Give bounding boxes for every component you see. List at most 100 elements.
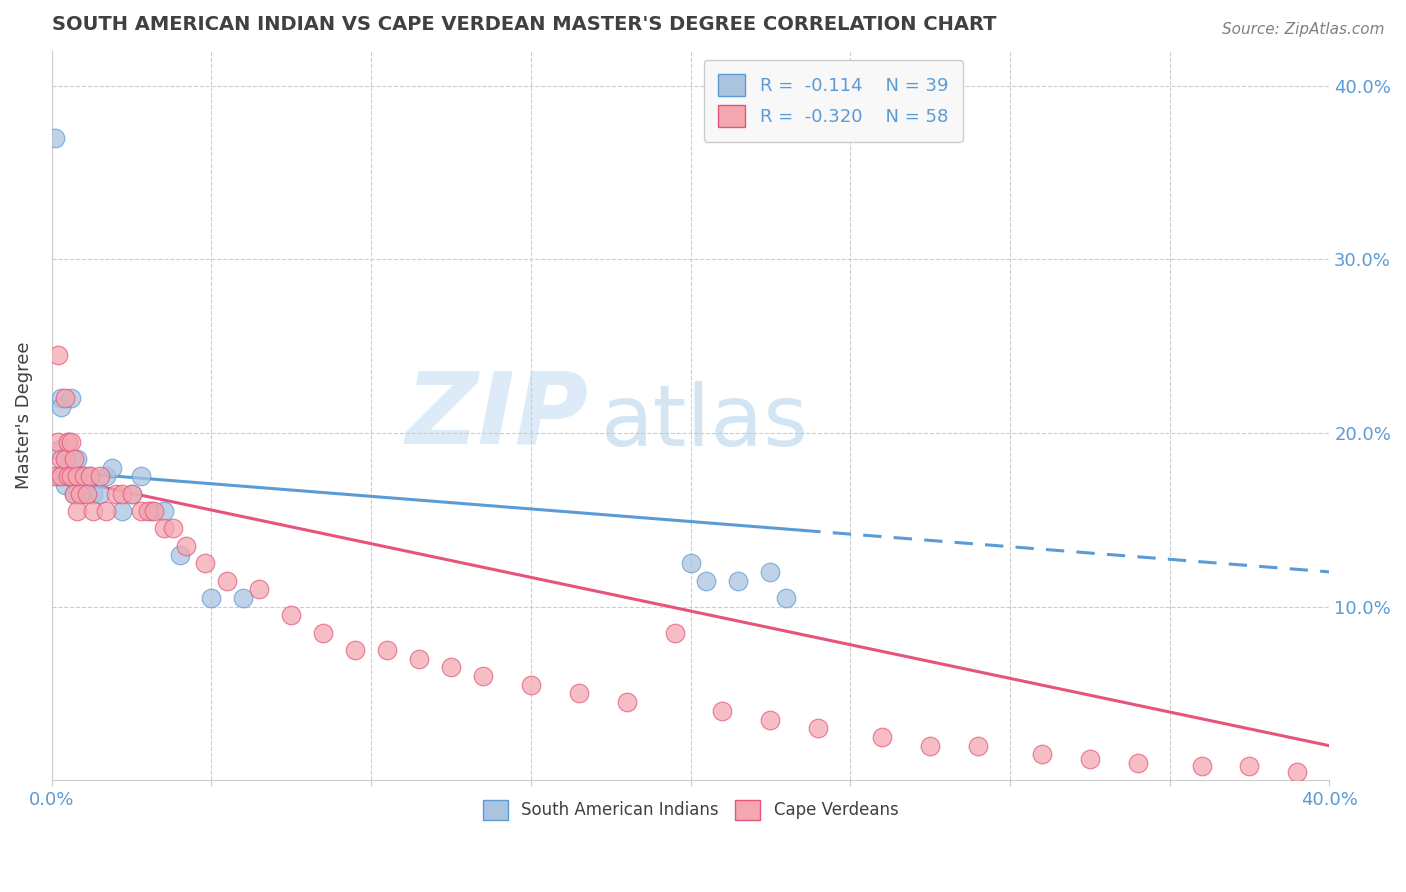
Point	[66, 452, 89, 467]
Point	[59, 391, 82, 405]
Point	[63, 469, 86, 483]
Point	[280, 608, 302, 623]
Text: Source: ZipAtlas.com: Source: ZipAtlas.com	[1222, 22, 1385, 37]
Point	[51, 391, 73, 405]
Point	[232, 591, 254, 605]
Point	[616, 695, 638, 709]
Point	[44, 469, 66, 483]
Point	[46, 469, 69, 483]
Point	[46, 434, 69, 449]
Point	[139, 504, 162, 518]
Point	[94, 504, 117, 518]
Text: SOUTH AMERICAN INDIAN VS CAPE VERDEAN MASTER'S DEGREE CORRELATION CHART: SOUTH AMERICAN INDIAN VS CAPE VERDEAN MA…	[52, 15, 997, 34]
Point	[129, 504, 152, 518]
Point	[247, 582, 270, 597]
Point	[520, 678, 543, 692]
Point	[82, 504, 104, 518]
Point	[727, 574, 749, 588]
Point	[79, 469, 101, 483]
Point	[1334, 764, 1357, 779]
Point	[870, 730, 893, 744]
Point	[174, 539, 197, 553]
Point	[63, 487, 86, 501]
Point	[1126, 756, 1149, 770]
Point	[53, 469, 76, 483]
Point	[82, 487, 104, 501]
Point	[312, 625, 335, 640]
Point	[759, 713, 782, 727]
Point	[408, 651, 430, 665]
Point	[1191, 759, 1213, 773]
Point	[63, 487, 86, 501]
Point	[46, 348, 69, 362]
Point	[53, 452, 76, 467]
Point	[56, 452, 79, 467]
Point	[121, 487, 143, 501]
Point	[136, 504, 159, 518]
Point	[104, 487, 127, 501]
Point	[73, 469, 96, 483]
Point	[89, 469, 111, 483]
Point	[1239, 759, 1261, 773]
Point	[967, 739, 990, 753]
Point	[217, 574, 239, 588]
Point	[51, 452, 73, 467]
Point	[152, 521, 174, 535]
Point	[56, 469, 79, 483]
Point	[1078, 752, 1101, 766]
Point	[471, 669, 494, 683]
Point	[807, 721, 830, 735]
Point	[129, 469, 152, 483]
Point	[918, 739, 941, 753]
Point	[695, 574, 717, 588]
Point	[344, 643, 367, 657]
Point	[66, 469, 89, 483]
Point	[94, 469, 117, 483]
Point	[59, 469, 82, 483]
Point	[121, 487, 143, 501]
Point	[51, 469, 73, 483]
Point	[69, 469, 91, 483]
Point	[66, 469, 89, 483]
Point	[89, 487, 111, 501]
Point	[152, 504, 174, 518]
Point	[63, 452, 86, 467]
Point	[56, 434, 79, 449]
Point	[79, 469, 101, 483]
Point	[59, 434, 82, 449]
Point	[69, 487, 91, 501]
Y-axis label: Master's Degree: Master's Degree	[15, 342, 32, 490]
Point	[53, 452, 76, 467]
Point	[76, 487, 98, 501]
Point	[194, 556, 217, 570]
Point	[169, 548, 191, 562]
Point	[162, 521, 184, 535]
Point	[1031, 747, 1053, 762]
Legend: South American Indians, Cape Verdeans: South American Indians, Cape Verdeans	[477, 793, 905, 827]
Point	[111, 487, 134, 501]
Point	[111, 504, 134, 518]
Point	[73, 469, 96, 483]
Point	[440, 660, 463, 674]
Point	[775, 591, 797, 605]
Point	[59, 452, 82, 467]
Point	[200, 591, 222, 605]
Point	[46, 443, 69, 458]
Point	[56, 469, 79, 483]
Point	[76, 487, 98, 501]
Point	[44, 130, 66, 145]
Point	[664, 625, 686, 640]
Point	[51, 400, 73, 414]
Point	[568, 686, 591, 700]
Point	[51, 469, 73, 483]
Text: ZIP: ZIP	[405, 368, 588, 464]
Point	[711, 704, 734, 718]
Point	[53, 391, 76, 405]
Point	[142, 504, 165, 518]
Point	[101, 460, 124, 475]
Point	[375, 643, 398, 657]
Point	[759, 565, 782, 579]
Point	[53, 478, 76, 492]
Point	[66, 504, 89, 518]
Point	[56, 434, 79, 449]
